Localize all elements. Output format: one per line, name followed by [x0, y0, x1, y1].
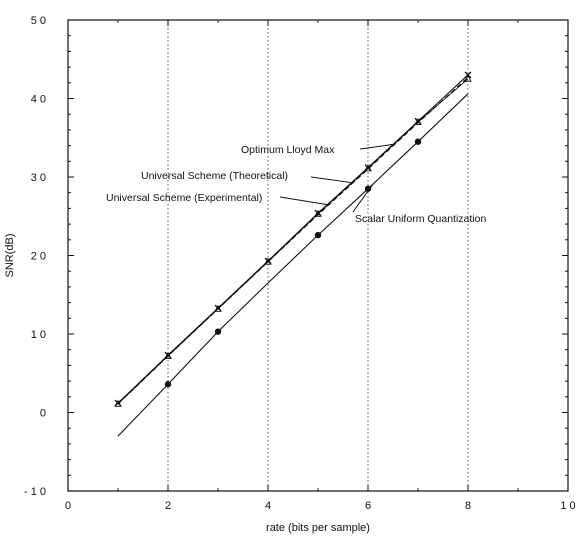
triangle-marker — [264, 257, 272, 265]
x-axis-title: rate (bits per sample) — [266, 522, 370, 534]
circle-marker — [364, 185, 372, 192]
y-tick-label: 3 0 — [31, 172, 46, 184]
x-tick-label: 1 0 — [560, 500, 575, 512]
x-tick-label: 4 — [265, 500, 271, 512]
triangle-marker — [214, 304, 222, 312]
y-tick-label: 5 0 — [31, 15, 46, 27]
annotation-leader-universal-experimental — [279, 196, 329, 206]
x-tick-label: 0 — [65, 500, 71, 512]
annotation-leader-optimum-lloyd-max — [359, 143, 394, 150]
triangle-marker — [314, 209, 322, 217]
y-tick-labels: - 1 0 0 1 0 2 0 3 0 4 0 5 0 — [24, 15, 46, 498]
annotations: Optimum Lloyd Max Universal Scheme (Theo… — [106, 143, 486, 225]
circle-marker — [164, 381, 172, 388]
plot-frame — [67, 19, 569, 492]
x-tick-label: 6 — [365, 500, 371, 512]
series-line — [117, 74, 469, 404]
circle-marker — [214, 328, 222, 335]
gridlines — [167, 20, 469, 491]
y-tick-label: 0 — [40, 408, 46, 420]
y-axis-title: SNR(dB) — [4, 233, 16, 277]
x-tick-label: 2 — [165, 500, 171, 512]
y-tick-label: 2 0 — [31, 251, 46, 263]
annotation-leader-universal-theoretical — [310, 176, 354, 184]
annotation-optimum-lloyd-max: Optimum Lloyd Max — [241, 144, 335, 156]
series-lines — [117, 74, 469, 437]
y-tick-label: 1 0 — [31, 329, 46, 341]
triangle-marker — [464, 74, 472, 82]
triangle-marker — [164, 351, 172, 359]
triangle-marker — [114, 399, 122, 407]
series-line — [117, 78, 469, 405]
y-tick-label: - 1 0 — [24, 486, 46, 498]
annotation-universal-theoretical: Universal Scheme (Theoretical) — [141, 170, 288, 182]
annotation-universal-experimental: Universal Scheme (Experimental) — [106, 192, 262, 204]
x-tick-label: 8 — [465, 500, 471, 512]
series-line — [117, 76, 469, 405]
y-tick-label: 4 0 — [31, 94, 46, 106]
triangle-marker — [414, 117, 422, 125]
tick-marks — [67, 19, 569, 492]
x-tick-labels: 0 2 4 6 8 1 0 — [65, 500, 576, 512]
annotation-scalar-uniform: Scalar Uniform Quantization — [355, 213, 486, 225]
triangle-marker — [364, 164, 372, 172]
series-line — [117, 93, 469, 437]
circle-marker — [414, 138, 422, 145]
series-markers — [114, 71, 472, 407]
circle-marker — [314, 231, 322, 239]
annotation-leader-scalar-uniform — [352, 183, 374, 213]
